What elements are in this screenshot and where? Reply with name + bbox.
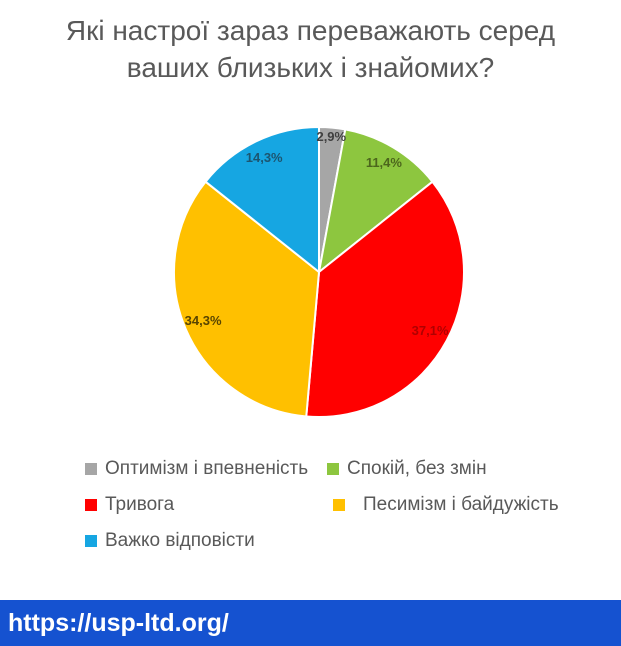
legend-swatch-icon bbox=[333, 499, 345, 511]
legend-swatch-icon bbox=[85, 535, 97, 547]
legend-label: Песимізм і байдужість bbox=[363, 494, 559, 515]
legend-label: Тривога bbox=[105, 494, 175, 515]
legend-item-4: Песимізм і байдужість bbox=[333, 494, 559, 516]
chart-legend: Оптимізм і впевненість Спокій, без змін Тр… bbox=[85, 458, 559, 552]
footer-bar: https://usp-ltd.org/ bbox=[0, 600, 621, 646]
slice-value-label: 2,9% bbox=[316, 129, 346, 144]
pie-slice-4 bbox=[173, 180, 320, 418]
slice-value-label: 37,1% bbox=[412, 323, 449, 338]
source-url-link[interactable]: https://usp-ltd.org/ bbox=[8, 608, 229, 637]
legend-item-5: Важко відповісти bbox=[85, 530, 327, 552]
legend-label: Важко відповісти bbox=[105, 530, 255, 551]
chart-title: Які настрої зараз переважають серед ваши… bbox=[65, 15, 556, 83]
legend-item-3: Тривога bbox=[85, 494, 327, 516]
pie-slices bbox=[173, 126, 465, 418]
slice-value-label: 34,3% bbox=[185, 313, 222, 328]
slice-value-label: 14,3% bbox=[246, 150, 283, 165]
pie-value-labels: 2,9% 11,4% 37,1% 34,3% 14,3% bbox=[185, 129, 449, 338]
pie-slice-5 bbox=[204, 126, 320, 273]
legend-swatch-icon bbox=[85, 499, 97, 511]
legend-item-2: Спокій, без змін bbox=[327, 458, 559, 480]
legend-label: Спокій, без змін bbox=[347, 458, 487, 479]
pie-slice-2 bbox=[318, 128, 434, 273]
legend-item-1: Оптимізм і впевненість bbox=[85, 458, 327, 480]
legend-label: Оптимізм і впевненість bbox=[105, 458, 309, 479]
pie-slice-3 bbox=[305, 180, 465, 418]
legend-swatch-icon bbox=[85, 463, 97, 475]
slice-value-label: 11,4% bbox=[366, 155, 403, 170]
legend-swatch-icon bbox=[327, 463, 339, 475]
